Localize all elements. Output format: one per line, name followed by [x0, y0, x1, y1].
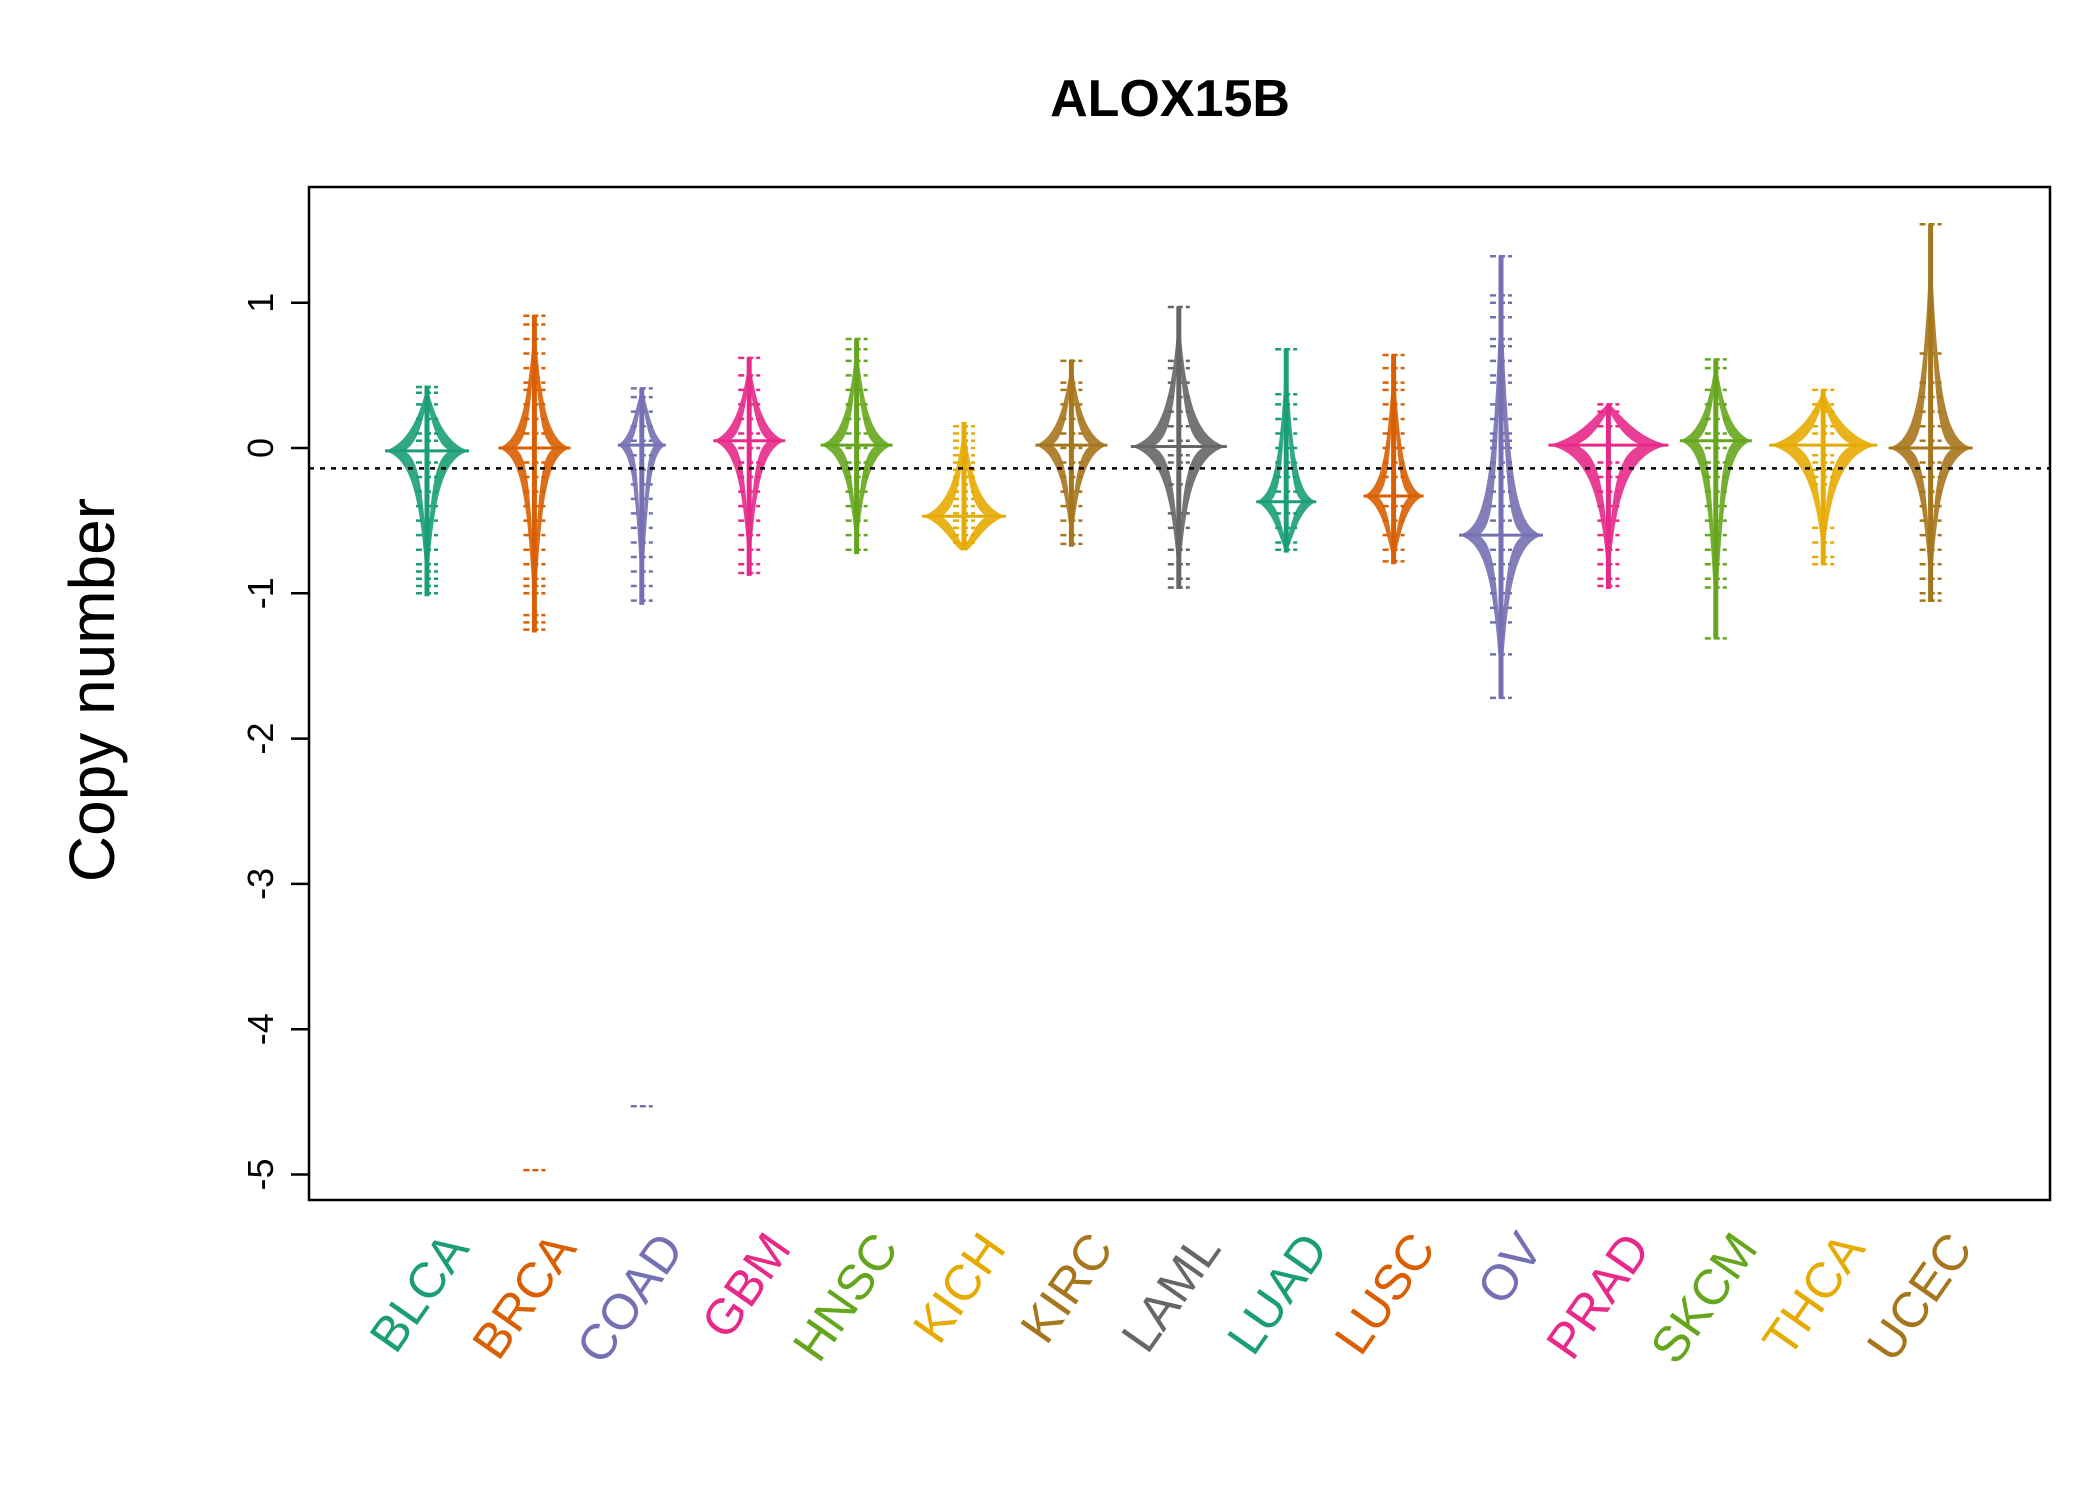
x-label-laml: LAML: [1111, 1223, 1232, 1362]
x-label-coad: COAD: [566, 1223, 695, 1373]
bean-gbm: [713, 356, 786, 576]
bean-ucec: [1888, 222, 1973, 603]
bean-ov: [1459, 254, 1543, 700]
x-label-skcm: SKCM: [1640, 1223, 1769, 1373]
y-tick-label: -3: [240, 868, 281, 900]
bean-brca: [498, 314, 571, 1172]
plot-frame: [307, 185, 2052, 1202]
beans-layer: [385, 222, 1973, 1172]
y-tick-label: 0: [240, 438, 281, 458]
x-label-hnsc: HNSC: [782, 1223, 909, 1371]
x-label-blca: BLCA: [359, 1222, 480, 1362]
y-tick-label: 1: [240, 293, 281, 313]
x-label-ucec: UCEC: [1856, 1223, 1983, 1371]
bean-hnsc: [820, 337, 893, 555]
bean-lusc: [1363, 353, 1424, 565]
y-tick-label: -1: [240, 577, 281, 609]
bean-luad: [1256, 347, 1317, 553]
bean-skcm: [1679, 358, 1752, 640]
x-label-brca: BRCA: [461, 1222, 587, 1368]
x-label-lusc: LUSC: [1324, 1223, 1446, 1364]
x-label-kich: KICH: [902, 1223, 1016, 1353]
x-label-prad: PRAD: [1535, 1223, 1661, 1369]
y-axis-label: Copy number: [56, 498, 128, 882]
chart-title: ALOX15B: [1050, 70, 1290, 128]
y-tick-label: -5: [240, 1158, 281, 1190]
x-label-kirc: KIRC: [1010, 1223, 1124, 1353]
x-label-ov: OV: [1466, 1222, 1554, 1314]
y-tick-label: -2: [240, 723, 281, 755]
bean-kich: [922, 421, 1006, 551]
bean-prad: [1548, 403, 1669, 589]
y-axis: 1 0 -1 -2 -3 -4 -5: [240, 293, 309, 1191]
x-label-luad: LUAD: [1216, 1223, 1338, 1364]
bean-thca: [1769, 388, 1878, 566]
bean-coad: [617, 387, 666, 1108]
bean-kirc: [1035, 359, 1108, 547]
bean-blca: [385, 385, 469, 597]
y-tick-label: -4: [240, 1013, 281, 1045]
bean-laml: [1130, 305, 1227, 589]
x-label-gbm: GBM: [690, 1223, 801, 1348]
x-label-thca: THCA: [1752, 1222, 1876, 1366]
